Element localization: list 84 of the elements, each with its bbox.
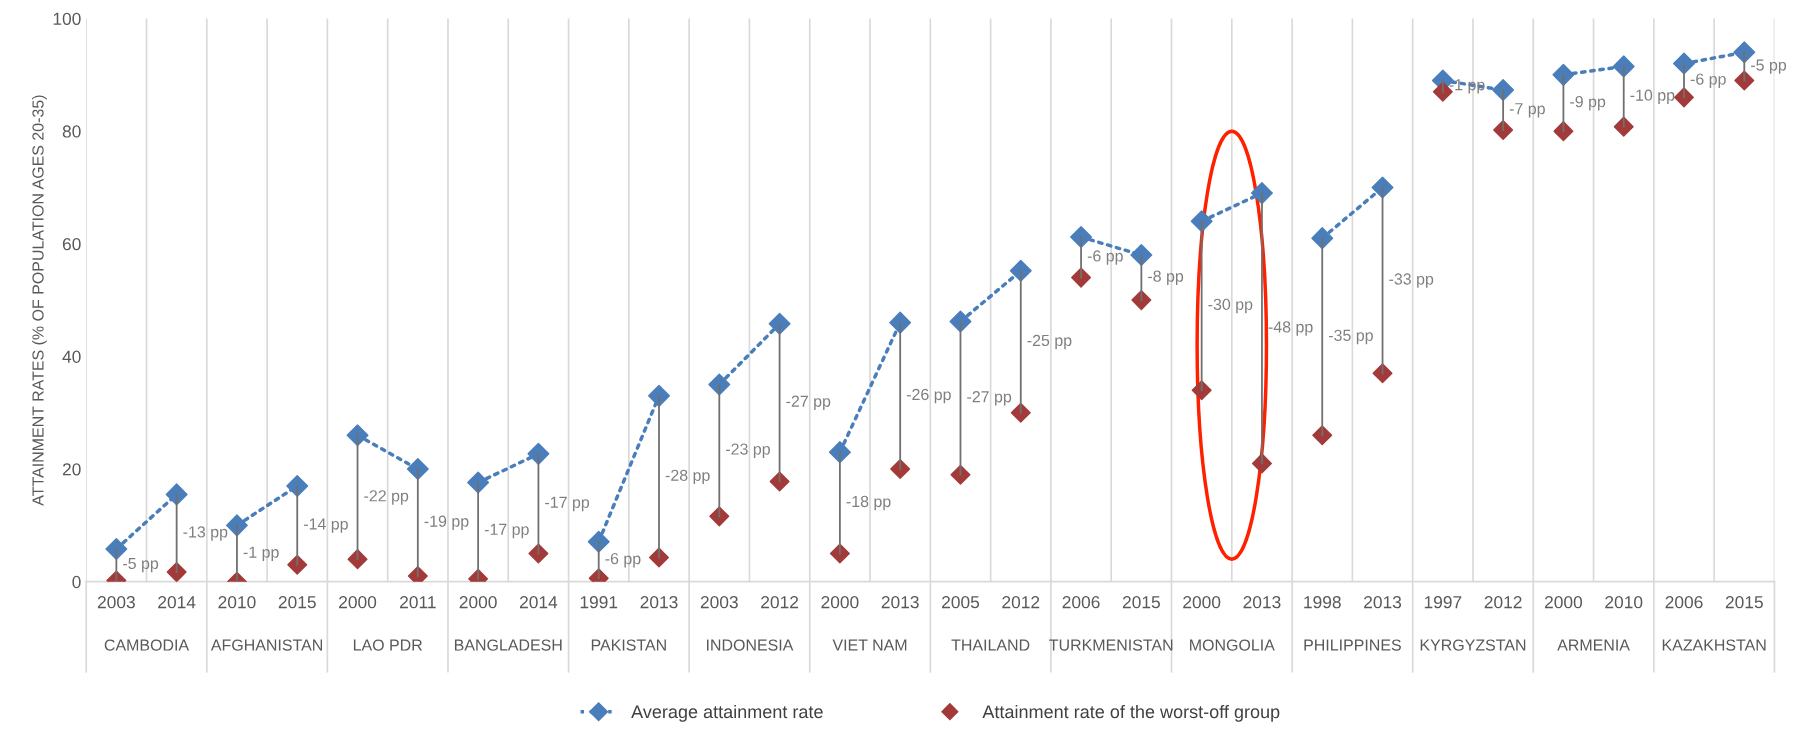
annotation: -17 pp (545, 496, 590, 512)
x-tick-label: 2000 (459, 596, 497, 609)
annotation: -48 pp (1268, 321, 1313, 336)
annotation: -25 pp (1027, 334, 1072, 350)
text: AFGHANISTAN (210, 639, 322, 651)
point (347, 549, 368, 570)
text: TURKMENISTAN (1049, 639, 1173, 651)
annotation: -8 pp (1148, 270, 1184, 286)
text: THAILAND (951, 639, 1030, 651)
x-tick-label: 1998 (1304, 596, 1341, 609)
point (528, 543, 549, 564)
annotation: -9 pp (1570, 95, 1606, 111)
annotation: -28 pp (665, 469, 710, 485)
x-tick-label: 2006 (1062, 596, 1100, 609)
legend-label: Attainment rate of the worst-off group (982, 704, 1280, 722)
text: KAZAKHSTAN (1662, 639, 1766, 651)
x-tick-label: 2012 (1002, 596, 1040, 609)
annotation: -6 pp (1690, 73, 1726, 88)
x-tick-label: 2000 (821, 596, 859, 609)
point (1553, 121, 1574, 142)
annotation: -27 pp (786, 395, 831, 411)
text: VIET NAM (832, 639, 907, 651)
point (769, 471, 790, 492)
x-tick-label: 2015 (278, 596, 316, 609)
x-tick-label: 1997 (1424, 596, 1462, 609)
annotation: -5 pp (123, 557, 159, 573)
annotation: -35 pp (1328, 329, 1373, 345)
annotation: -5 pp (1751, 59, 1787, 74)
x-tick-label: 2003 (700, 596, 738, 609)
annotation: -23 pp (726, 443, 770, 458)
annotation: -19 pp (424, 515, 469, 530)
x-tick-label: 2012 (761, 596, 799, 609)
x-tick-label: 2006 (1665, 596, 1703, 609)
x-tick-label: 2013 (640, 596, 678, 609)
annotation: -26 pp (906, 388, 951, 404)
y-axis-title: ATTAINMENT RATES (% OF POPULATION AGES 20-35) (31, 95, 47, 506)
x-tick-label: 2000 (339, 596, 377, 609)
annotation: -7 pp (1509, 103, 1545, 118)
x-tick-label: 1991 (580, 596, 618, 609)
annotation: -6 pp (1087, 250, 1123, 265)
x-tick-label: 2014 (158, 596, 196, 609)
text: CAMBODIA (104, 639, 190, 651)
point (1372, 363, 1393, 384)
annotation: -30 pp (1208, 298, 1253, 314)
x-tick-label: 2014 (519, 596, 558, 609)
x-tick-label: 2011 (400, 596, 436, 609)
x-tick-label: 2010 (218, 596, 256, 609)
annotation: -33 pp (1389, 273, 1434, 288)
text: PAKISTAN (591, 639, 666, 651)
annotation: -1 pp (243, 546, 279, 561)
x-tick-label: 2015 (1725, 596, 1763, 609)
text: LAO PDR (353, 639, 422, 651)
text: BANGLADESH (454, 639, 562, 651)
annotation: -18 pp (846, 495, 891, 511)
y-tick-label: 100 (53, 12, 81, 25)
x-tick-label: 2013 (881, 596, 919, 609)
annotation: -10 pp (1630, 89, 1675, 104)
x-tick-label: 2010 (1605, 596, 1643, 609)
x-tick-label: 2015 (1122, 596, 1160, 609)
annotation: -22 pp (364, 490, 409, 505)
annotation: -14 pp (303, 518, 348, 533)
text: INDONESIA (706, 639, 794, 651)
point (950, 464, 971, 485)
x-tick-label: 2013 (1364, 596, 1402, 609)
legend-label: Average attainment rate (631, 704, 823, 722)
x-tick-label: 2000 (1183, 596, 1221, 609)
y-tick-label: 40 (62, 350, 81, 363)
y-tick-label: 80 (62, 125, 81, 138)
text: PHILIPPINES (1304, 639, 1401, 651)
y-tick-label: 60 (62, 237, 81, 251)
x-tick-label: 2003 (97, 596, 135, 609)
annotation: -13 pp (183, 526, 228, 541)
x-tick-label: 2000 (1544, 596, 1583, 609)
text: ARMENIA (1557, 639, 1630, 651)
x-tick-label: 2012 (1484, 596, 1522, 609)
y-tick-label: 20 (62, 463, 81, 476)
annotation: -27 pp (967, 391, 1012, 406)
text: KYRGYZSTAN (1420, 639, 1526, 651)
annotation: -6 pp (605, 552, 641, 568)
y-tick-label: 0 (72, 575, 81, 589)
x-tick-label: 2013 (1243, 596, 1281, 609)
text: MONGOLIA (1190, 639, 1275, 651)
annotation: -17 pp (484, 523, 529, 539)
x-tick-label: 2005 (942, 596, 980, 609)
